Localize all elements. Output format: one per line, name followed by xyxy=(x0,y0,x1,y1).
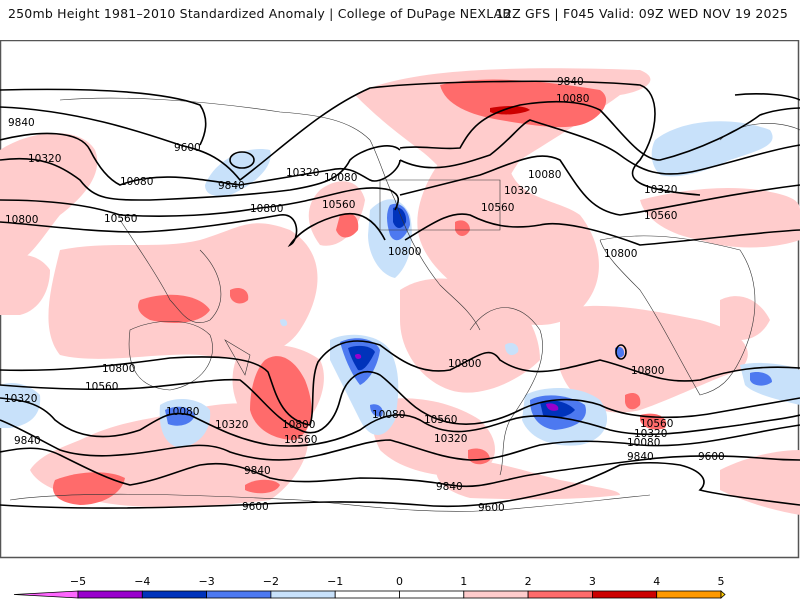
contour-label: 10800 xyxy=(250,203,283,215)
contour-10560-south xyxy=(0,371,800,434)
colorbar-tick-label: 4 xyxy=(653,575,660,588)
contour-label: 10080 xyxy=(627,437,660,449)
contour-label: 10320 xyxy=(434,433,467,445)
contour-label: 10080 xyxy=(528,169,561,181)
contour-label: 9840 xyxy=(244,465,271,477)
contour-9600-south xyxy=(0,461,800,509)
contour-label: 10800 xyxy=(631,365,664,377)
contour-label: 10320 xyxy=(28,153,61,165)
contour-label: 10560 xyxy=(322,199,355,211)
contour-10560-atlantic xyxy=(399,155,800,216)
contour-label: 9600 xyxy=(174,142,201,154)
contour-label: 10800 xyxy=(282,419,315,431)
contour-label: 10320 xyxy=(215,419,248,431)
contour-label: 10560 xyxy=(481,202,514,214)
contour-label: 9840 xyxy=(436,481,463,493)
anomaly-map: 9840 9600 10320 10080 9840 10320 10080 1… xyxy=(0,40,800,559)
colorbar-bin xyxy=(463,590,529,599)
contour-label: 9840 xyxy=(14,435,41,447)
colorbar-bin xyxy=(592,590,658,599)
contour-label: 10320 xyxy=(634,428,667,440)
contour-label: 10080 xyxy=(166,406,199,418)
colorbar-tick-label: −5 xyxy=(70,575,86,588)
colorbar-tick-label: 1 xyxy=(460,575,467,588)
colorbar: −5 −4 −3 −2 −1 0 1 2 3 4 5 xyxy=(13,575,726,599)
colorbar-tick-label: −2 xyxy=(263,575,279,588)
contour-labels: 9840 9600 10320 10080 9840 10320 10080 1… xyxy=(4,76,725,514)
contour-10320-south xyxy=(0,397,800,447)
contour-label: 9840 xyxy=(8,117,35,129)
contour-label: 9600 xyxy=(698,451,725,463)
anomaly-shading-positive-2 xyxy=(52,79,667,505)
contour-label: 9840 xyxy=(557,76,584,88)
contour-label: 10080 xyxy=(120,176,153,188)
contour-10560 xyxy=(0,187,400,217)
contour-label: 10080 xyxy=(372,409,405,421)
contour-label: 10800 xyxy=(388,246,421,258)
colorbar-bin xyxy=(77,590,143,599)
contour-10080-south xyxy=(0,419,800,461)
contour-label: 9840 xyxy=(627,451,654,463)
contour-label: 10560 xyxy=(85,381,118,393)
colorbar-tick-label: 0 xyxy=(396,575,403,588)
colorbar-bin xyxy=(334,590,400,599)
colorbar-tick-labels: −5 −4 −3 −2 −1 0 1 2 3 4 5 xyxy=(70,575,725,588)
contour-label: 10800 xyxy=(604,248,637,260)
colorbar-bins xyxy=(13,590,726,599)
contour-label: 10560 xyxy=(424,414,457,426)
coastlines xyxy=(9,97,800,512)
contour-label: 10560 xyxy=(284,434,317,446)
contour-10800-south xyxy=(0,340,800,426)
colorbar-bin xyxy=(656,590,722,599)
contour-label: 10560 xyxy=(640,418,673,430)
anomaly-shading-positive-1 xyxy=(0,68,800,515)
contour-10080 xyxy=(0,132,401,186)
colorbar-bin-over xyxy=(720,590,726,599)
contour-label: 10560 xyxy=(104,213,137,225)
model-valid-time: 12Z GFS | F045 Valid: 09Z WED NOV 19 202… xyxy=(495,6,788,21)
colorbar-tick-label: 5 xyxy=(718,575,725,588)
contour-10800-pacific xyxy=(0,213,386,248)
contour-label: 9840 xyxy=(218,180,245,192)
contour-label: 10320 xyxy=(504,185,537,197)
contour-low-pacific xyxy=(229,151,255,169)
contour-label: 10320 xyxy=(4,393,37,405)
contour-9600-north xyxy=(0,88,207,146)
colorbar-bin xyxy=(399,590,465,599)
colorbar-tick-label: −3 xyxy=(198,575,214,588)
contour-scand xyxy=(734,93,800,101)
colorbar-bin xyxy=(206,590,272,599)
contour-label: 10080 xyxy=(324,172,357,184)
map-title: 250mb Height 1981–2010 Standardized Anom… xyxy=(8,6,512,21)
contour-label: 10320 xyxy=(286,167,319,179)
colorbar-tick-label: 3 xyxy=(589,575,596,588)
contour-label: 10800 xyxy=(5,214,38,226)
colorbar-bin xyxy=(527,590,593,599)
contour-10320-atlantic xyxy=(399,119,800,175)
contour-label: 10080 xyxy=(556,93,589,105)
contour-label: 10800 xyxy=(102,363,135,375)
contour-label: 10800 xyxy=(448,358,481,370)
contour-9840-south xyxy=(0,447,800,488)
anomaly-shading-negative-4 xyxy=(355,354,559,411)
colorbar-bin xyxy=(141,590,208,599)
contour-low-atlantic xyxy=(615,344,627,360)
colorbar-tick-label: −1 xyxy=(327,575,343,588)
contour-9840-north xyxy=(0,80,701,196)
colorbar-tick-label: 2 xyxy=(525,575,532,588)
height-contours xyxy=(0,80,800,509)
contour-label: 10560 xyxy=(644,210,677,222)
contour-label: 9600 xyxy=(242,501,269,513)
anomaly-shading-positive-3 xyxy=(490,105,530,115)
contour-10800-atlantic xyxy=(404,213,800,246)
contour-10320 xyxy=(0,145,401,201)
contour-label: 9600 xyxy=(478,502,505,514)
colorbar-tick-label: −4 xyxy=(134,575,150,588)
contour-label: 10320 xyxy=(644,184,677,196)
colorbar-bin-under xyxy=(13,590,79,599)
colorbar-bin xyxy=(270,590,336,599)
contour-10080-atlantic xyxy=(399,100,800,161)
